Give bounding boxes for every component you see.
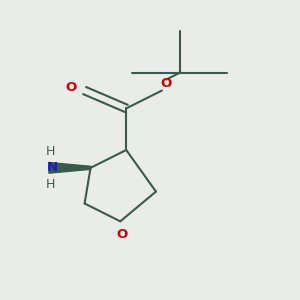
Text: H: H xyxy=(46,178,55,191)
Text: H: H xyxy=(46,145,55,158)
Text: O: O xyxy=(116,228,128,241)
Text: O: O xyxy=(66,81,77,94)
Text: N: N xyxy=(46,161,58,174)
Polygon shape xyxy=(49,163,91,173)
Text: O: O xyxy=(161,76,172,90)
